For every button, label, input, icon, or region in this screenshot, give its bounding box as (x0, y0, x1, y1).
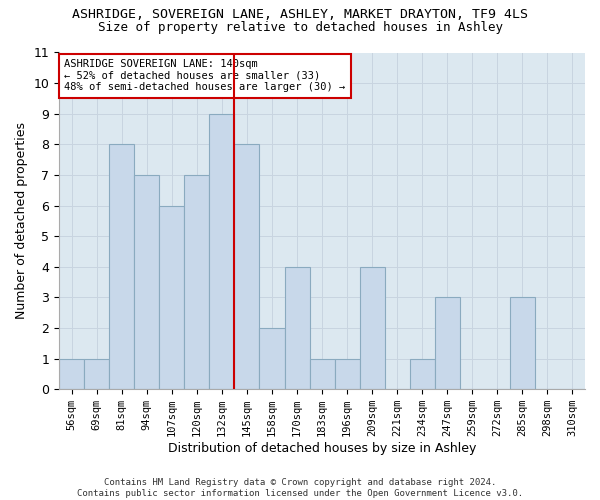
Bar (160, 206, 184, 389)
Bar (259, 328, 284, 389)
Text: Contains HM Land Registry data © Crown copyright and database right 2024.
Contai: Contains HM Land Registry data © Crown c… (77, 478, 523, 498)
Bar (59, 358, 84, 389)
Bar (310, 358, 335, 389)
Y-axis label: Number of detached properties: Number of detached properties (15, 122, 28, 320)
Bar (335, 358, 359, 389)
Text: ASHRIDGE SOVEREIGN LANE: 140sqm
← 52% of detached houses are smaller (33)
48% of: ASHRIDGE SOVEREIGN LANE: 140sqm ← 52% of… (64, 59, 346, 92)
Bar (510, 298, 535, 389)
Bar (109, 144, 134, 389)
Bar (410, 358, 435, 389)
Bar (359, 267, 385, 389)
Bar (84, 358, 109, 389)
Text: Size of property relative to detached houses in Ashley: Size of property relative to detached ho… (97, 21, 503, 34)
Bar (209, 114, 235, 389)
Bar (284, 267, 310, 389)
Bar (435, 298, 460, 389)
Text: ASHRIDGE, SOVEREIGN LANE, ASHLEY, MARKET DRAYTON, TF9 4LS: ASHRIDGE, SOVEREIGN LANE, ASHLEY, MARKET… (72, 8, 528, 20)
Bar (134, 175, 160, 389)
X-axis label: Distribution of detached houses by size in Ashley: Distribution of detached houses by size … (168, 442, 476, 455)
Bar (235, 144, 259, 389)
Bar (184, 175, 209, 389)
